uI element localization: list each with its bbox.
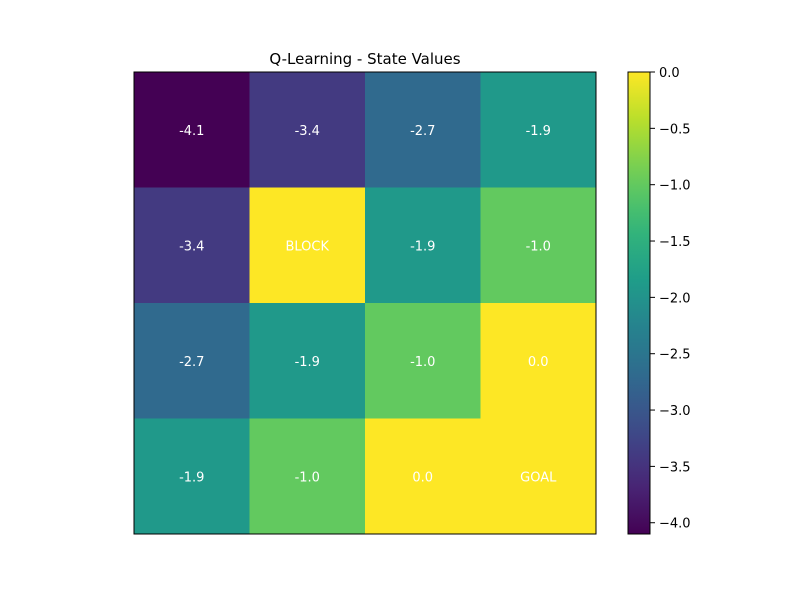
heatmap-cell <box>365 418 481 535</box>
cell-value-label: GOAL <box>520 470 557 485</box>
heatmap-cell <box>249 303 366 419</box>
cell-value-label: -1.0 <box>295 470 320 485</box>
cell-value-label: -1.9 <box>410 239 435 254</box>
heatmap-cell <box>480 418 597 535</box>
cell-value-label: -3.4 <box>295 124 320 139</box>
chart-title: Q-Learning - State Values <box>269 50 460 68</box>
heatmap-cell <box>134 72 250 188</box>
cell-value-label: -3.4 <box>179 239 204 254</box>
cell-value-label: -4.1 <box>179 124 204 139</box>
heatmap-cell <box>249 418 366 535</box>
cell-value-label: 0.0 <box>412 470 433 485</box>
cell-value-label: 0.0 <box>528 355 549 370</box>
colorbar-tick-label: −3.0 <box>659 404 691 419</box>
cell-value-label: BLOCK <box>285 239 329 254</box>
colorbar-tick-label: −2.5 <box>659 348 691 363</box>
heatmap-cell <box>249 187 366 304</box>
colorbar-tick-label: −1.5 <box>659 235 691 250</box>
heatmap-cell <box>365 303 481 419</box>
heatmap-cell <box>480 187 597 304</box>
colorbar-tick-label: −1.0 <box>659 179 691 194</box>
heatmap-cell <box>249 72 366 188</box>
heatmap-cell <box>365 187 481 304</box>
heatmap-cell <box>134 418 250 535</box>
cell-value-label: -2.7 <box>410 124 435 139</box>
cell-value-label: -1.9 <box>295 355 320 370</box>
heatmap-frame <box>133 71 597 535</box>
heatmap-grid: -4.1 -3.4 -2.7 -1.9 -3.4 BLOCK -1.9 -1.0 -2.7 -1.… <box>134 72 597 535</box>
colorbar-tick-label: −0.5 <box>659 122 691 137</box>
cell-value-label: -1.9 <box>179 470 204 485</box>
colorbar-tick-label: 0.0 <box>659 66 680 81</box>
colorbar-tick-label: −3.5 <box>659 460 691 475</box>
colorbar <box>627 71 651 535</box>
colorbar-tick-label: −2.0 <box>659 291 691 306</box>
cell-value-label: -2.7 <box>179 355 204 370</box>
colorbar-tick-label: −4.0 <box>659 517 691 532</box>
heatmap-cell <box>480 72 597 188</box>
heatmap-cell <box>134 303 250 419</box>
cell-value-label: -1.9 <box>526 124 551 139</box>
cell-value-label: -1.0 <box>410 355 435 370</box>
heatmap-cell <box>134 187 250 304</box>
heatmap-cell <box>480 303 597 419</box>
cell-value-label: -1.0 <box>526 239 551 254</box>
heatmap-cell <box>365 72 481 188</box>
colorbar-axis: 0.0 −0.5 −1.0 −1.5 −2.0 −2.5 −3.0 −3.5 −4.0 <box>650 66 691 532</box>
